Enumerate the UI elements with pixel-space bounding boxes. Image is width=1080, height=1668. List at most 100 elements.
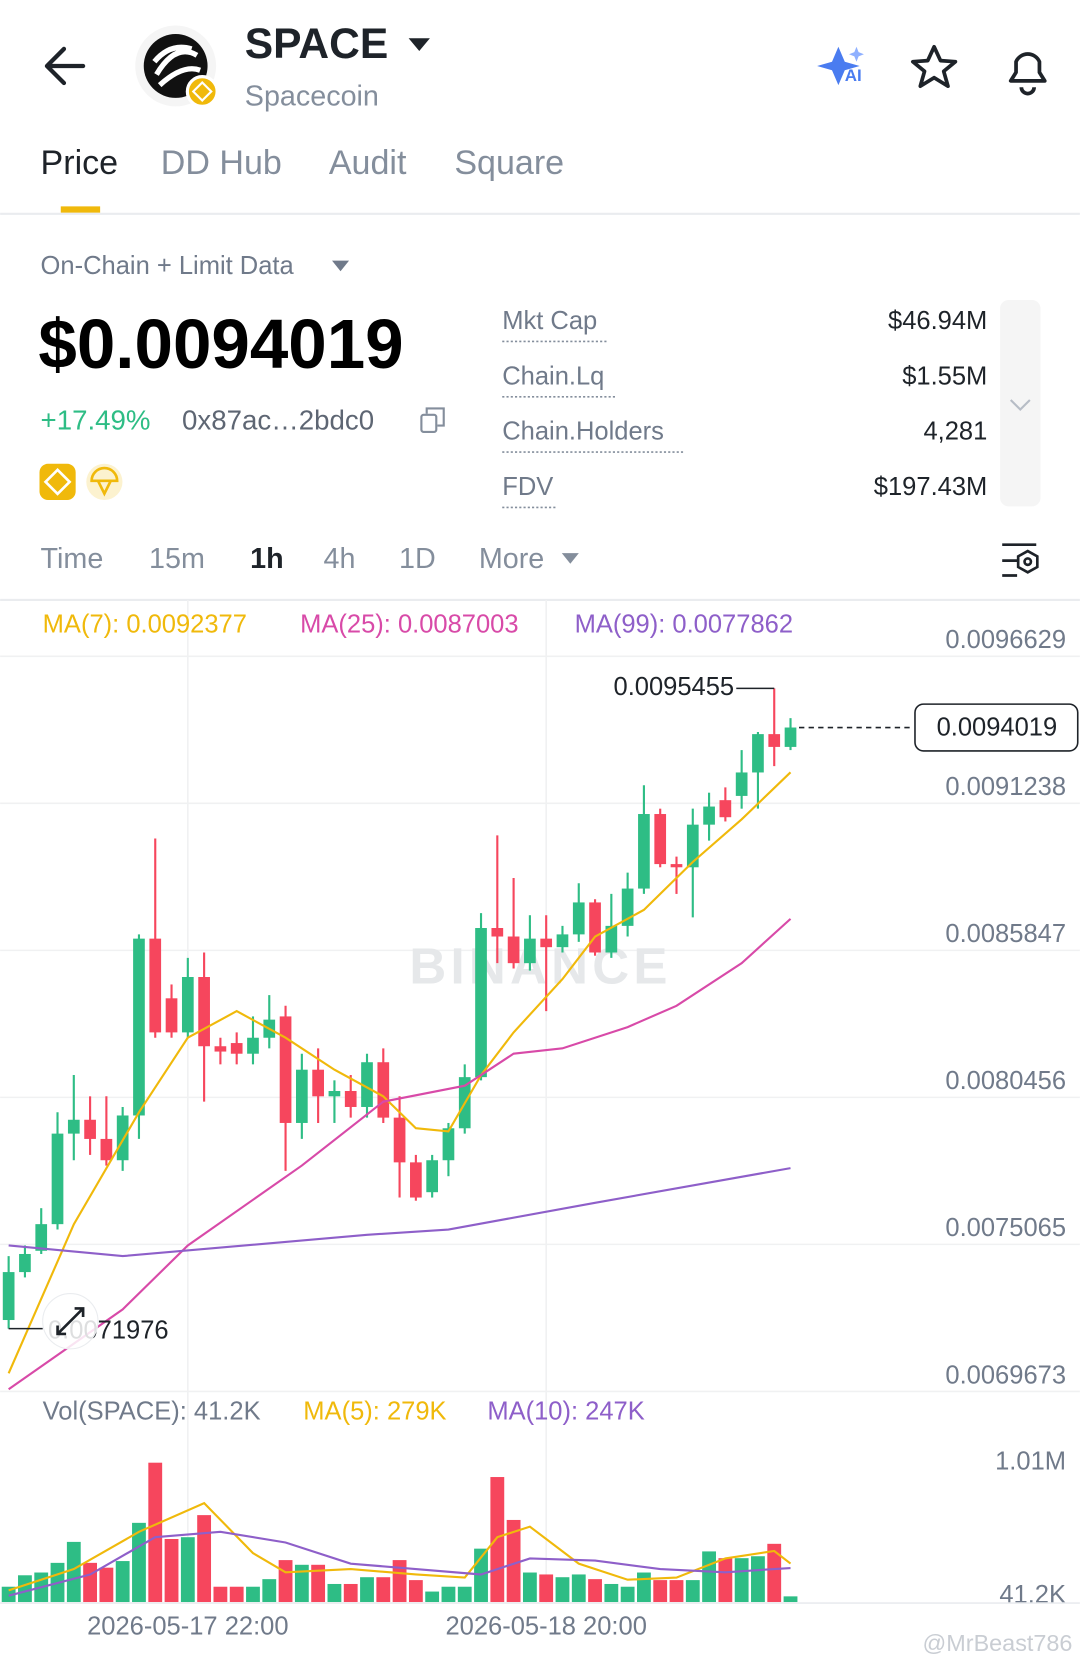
price: $0.0094019 <box>38 305 403 383</box>
tab[interactable]: Audit <box>329 144 407 182</box>
volume-bar <box>180 1537 195 1603</box>
candle-body <box>686 824 699 868</box>
contract-address: 0x87ac…2bdc0 <box>182 405 374 436</box>
volume-bar <box>783 1596 798 1603</box>
interval[interactable]: 15m <box>149 543 205 575</box>
volume-bar <box>197 1515 212 1603</box>
data-source[interactable]: On-Chain + Limit Data <box>41 252 295 280</box>
volume-bar <box>148 1462 163 1603</box>
volume-bar <box>262 1579 277 1603</box>
candle-body <box>491 928 504 937</box>
volume-bar <box>360 1577 374 1603</box>
volume-bar <box>490 1477 505 1603</box>
more-dropdown[interactable] <box>561 553 579 564</box>
candle-body <box>475 928 487 1078</box>
high-label: 0.0095455 <box>614 673 735 701</box>
stat-value: $46.94M <box>888 307 987 335</box>
volume-bar <box>457 1586 472 1603</box>
volume-bar <box>278 1560 293 1603</box>
stat-label[interactable]: Chain.Lq <box>502 362 604 390</box>
alert-button[interactable] <box>1008 52 1047 96</box>
last-price-box <box>914 703 1079 752</box>
symbol-dropdown[interactable] <box>408 38 430 52</box>
volume-bar <box>669 1580 684 1603</box>
candle-body <box>426 1160 439 1193</box>
stat-label[interactable]: FDV <box>502 473 553 501</box>
favorite-button[interactable] <box>910 44 958 89</box>
expand-button[interactable] <box>42 1293 99 1350</box>
volume-bar <box>734 1558 749 1603</box>
coin-symbol[interactable]: SPACE <box>245 20 388 68</box>
volume-bar <box>555 1577 570 1603</box>
candle-body <box>572 902 585 935</box>
candle-body <box>524 938 536 964</box>
interval[interactable]: More <box>479 543 544 575</box>
tab[interactable]: Price <box>41 144 119 182</box>
legend-entry: MA(25): 0.0087003 <box>300 610 518 638</box>
candle-body <box>752 734 764 773</box>
candle-body <box>19 1253 31 1273</box>
stat-label[interactable]: Mkt Cap <box>502 307 597 335</box>
coin-logo <box>135 25 219 108</box>
volume-bar <box>571 1574 586 1603</box>
candle-body <box>67 1119 80 1134</box>
candle-body <box>181 977 194 1033</box>
candle-body <box>149 938 162 1033</box>
candle-body <box>198 977 210 1047</box>
volume-bar <box>620 1586 635 1603</box>
last-price-label: 0.0094019 <box>937 713 1058 741</box>
interval[interactable]: 1D <box>399 543 436 575</box>
candle-body <box>295 1069 308 1123</box>
volume-title: Vol(SPACE): 41.2K <box>43 1397 261 1425</box>
back-button[interactable] <box>44 46 86 86</box>
candle-body <box>51 1133 64 1225</box>
x-tick-label: 2026-05-17 22:00 <box>87 1612 288 1640</box>
volume-bar <box>685 1580 700 1603</box>
badge <box>86 463 123 500</box>
candle-body <box>133 938 145 1116</box>
interval[interactable]: 4h <box>324 543 356 575</box>
volume-bar <box>392 1560 407 1603</box>
candle-body <box>214 1046 227 1052</box>
volume-bar <box>376 1577 391 1603</box>
candle-body <box>230 1043 243 1054</box>
candle-body <box>719 800 732 818</box>
volume-bar <box>506 1519 521 1603</box>
stats-expander[interactable] <box>1000 299 1041 507</box>
candle-body <box>361 1062 373 1107</box>
candle-body <box>84 1119 96 1139</box>
volume-bar <box>294 1564 309 1603</box>
volume-bar <box>99 1567 114 1603</box>
candle-body <box>312 1069 324 1097</box>
candle-body <box>589 902 601 953</box>
data-source-dropdown[interactable] <box>332 260 350 272</box>
volume-bar <box>522 1572 537 1603</box>
volume-bar <box>653 1580 668 1603</box>
candle-body <box>768 734 781 747</box>
candle-body <box>735 772 748 796</box>
candle-body <box>670 864 683 868</box>
volume-bar <box>66 1541 81 1603</box>
badge <box>39 463 76 500</box>
tab-indicator <box>60 206 101 213</box>
interval[interactable]: Time <box>41 543 104 575</box>
stat-underlines <box>502 340 686 509</box>
volume-bar <box>83 1562 98 1603</box>
copy-button[interactable] <box>420 407 445 433</box>
legend-entry: MA(7): 0.0092377 <box>43 610 247 638</box>
candle-body <box>116 1115 129 1161</box>
y-tick-label: 0.0096629 <box>945 626 1066 654</box>
candle-body <box>540 938 553 948</box>
ai-button[interactable]: AI <box>817 46 864 86</box>
volume-bar <box>229 1586 244 1603</box>
chart-settings[interactable] <box>1002 543 1039 577</box>
svg-text:AI: AI <box>845 66 862 85</box>
candle-body <box>247 1037 259 1054</box>
volume-bar <box>702 1551 716 1603</box>
candle-body <box>638 814 650 889</box>
tab[interactable]: Square <box>454 144 564 182</box>
interval[interactable]: 1h <box>250 543 284 575</box>
tab[interactable]: DD Hub <box>161 144 282 182</box>
stat-label[interactable]: Chain.Holders <box>502 418 664 446</box>
candle-body <box>2 1272 15 1321</box>
